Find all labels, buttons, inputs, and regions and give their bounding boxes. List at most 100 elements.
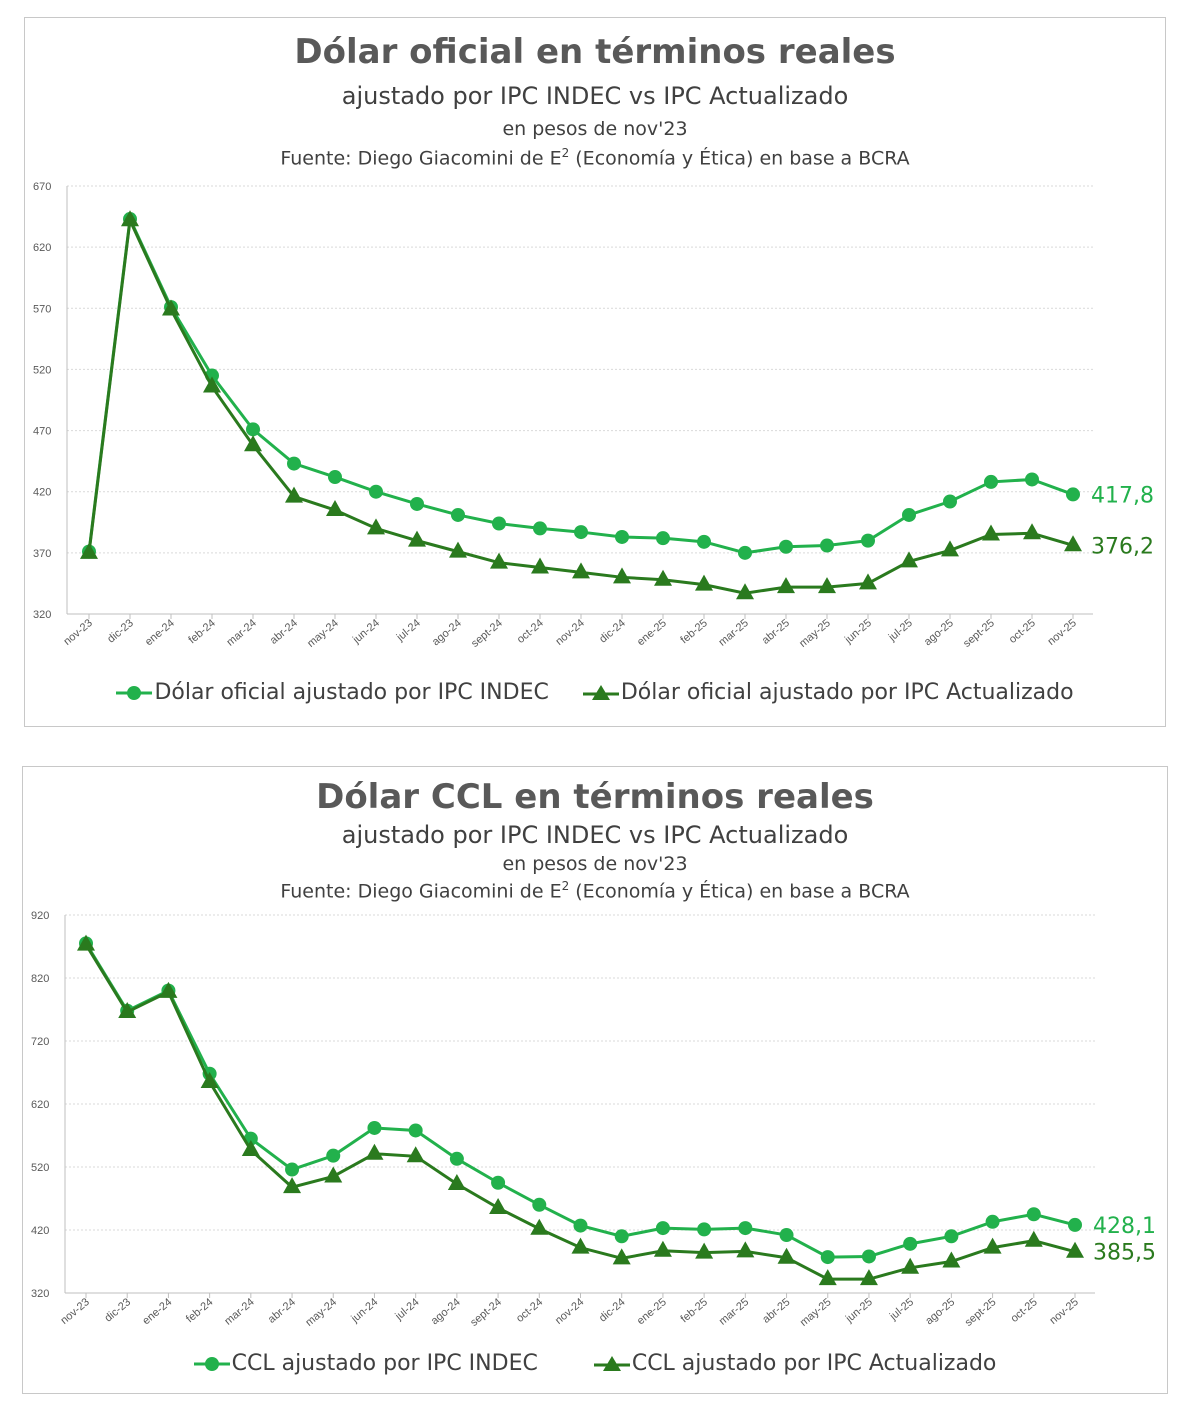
- data-point-circle: [532, 1197, 547, 1212]
- data-point-triangle: [736, 1241, 755, 1258]
- data-point-triangle: [983, 1237, 1002, 1254]
- end-value-label: 376,2: [1091, 534, 1154, 559]
- data-point-triangle: [572, 562, 590, 579]
- data-point-circle: [985, 1214, 1000, 1229]
- series-line-indec: [87, 213, 1074, 555]
- x-tick-label: feb-25: [678, 1296, 710, 1325]
- x-tick-label: dic-23: [102, 1296, 133, 1324]
- data-point-circle: [820, 1250, 835, 1265]
- data-point-circle: [367, 1120, 382, 1135]
- x-tick-label: jul-24: [393, 1296, 422, 1323]
- source-superscript: 2: [561, 879, 570, 893]
- chart-source: Fuente: Diego Giacomini de E2 (Economía …: [25, 146, 1165, 169]
- x-tick-label: feb-24: [184, 1296, 216, 1325]
- y-tick-label: 670: [33, 181, 51, 193]
- data-point-triangle: [777, 1247, 796, 1264]
- data-point-circle: [655, 1221, 670, 1236]
- data-point-triangle: [571, 1237, 590, 1254]
- data-point-triangle: [159, 981, 178, 998]
- x-tick-label: oct-24: [514, 1296, 545, 1325]
- chart-unit-line: en pesos de nov'23: [502, 118, 688, 140]
- data-point-triangle: [449, 541, 467, 558]
- x-tick-label: jun-25: [842, 617, 874, 646]
- legend-circle-marker-icon: [193, 1356, 230, 1371]
- chart-source: Fuente: Diego Giacomini de E2 (Economía …: [23, 879, 1167, 902]
- y-tick-label: 320: [33, 609, 51, 621]
- data-point-triangle: [285, 486, 303, 503]
- legend-item-actualizado: Dólar oficial ajustado por IPC Actualiza…: [582, 680, 1074, 705]
- data-point-triangle: [941, 540, 959, 557]
- x-tick-label: ago-24: [429, 1296, 463, 1327]
- data-point-circle: [861, 1249, 876, 1264]
- data-point-triangle: [200, 1071, 219, 1088]
- data-point-triangle: [203, 376, 221, 393]
- data-point-triangle: [241, 1139, 260, 1156]
- y-tick-label: 370: [33, 548, 51, 560]
- data-point-circle: [861, 533, 875, 548]
- data-point-circle: [943, 494, 957, 509]
- x-tick-label: nov-23: [58, 1296, 91, 1327]
- x-tick-label: oct-25: [1009, 1296, 1040, 1325]
- x-tick-label: may-24: [303, 1296, 339, 1329]
- data-point-circle: [944, 1229, 959, 1244]
- y-tick-label: 620: [33, 242, 51, 254]
- data-point-circle: [574, 525, 588, 540]
- x-tick-label: abr-24: [266, 1296, 298, 1326]
- data-point-triangle: [367, 518, 385, 535]
- x-tick-label: ene-24: [140, 1296, 174, 1327]
- data-point-triangle: [653, 1240, 672, 1257]
- x-tick-label: jun-24: [348, 1296, 380, 1325]
- data-point-triangle: [1023, 523, 1041, 540]
- data-point-triangle: [283, 1177, 302, 1194]
- data-point-triangle: [490, 552, 508, 569]
- y-tick-label: 420: [31, 1225, 49, 1237]
- data-point-circle: [697, 534, 711, 549]
- line-chart-ccl: 920 820 720 620 520 420 320 nov-23 dic-23 ene-24 f…: [31, 910, 1156, 1329]
- data-point-triangle: [447, 1174, 466, 1191]
- legend-label: CCL ajustado por IPC INDEC: [231, 1351, 538, 1376]
- data-point-triangle: [408, 530, 426, 547]
- data-point-circle: [451, 507, 465, 522]
- data-point-circle: [820, 538, 834, 553]
- x-tick-label: jun-24: [350, 617, 382, 646]
- legend-item-indec: Dólar oficial ajustado por IPC INDEC: [116, 680, 549, 705]
- data-point-triangle: [942, 1251, 961, 1268]
- x-tick-label: nov-24: [553, 617, 586, 648]
- y-tick-label: 820: [31, 973, 49, 985]
- x-tick-label: jul-25: [886, 617, 915, 644]
- x-tick-label: abr-24: [268, 617, 300, 647]
- chart-title: Dólar oficial en términos reales: [294, 32, 896, 72]
- legend-circle-marker-icon: [116, 685, 153, 700]
- data-point-triangle: [818, 577, 836, 594]
- x-tick-label: feb-24: [186, 617, 218, 646]
- data-point-circle: [408, 1123, 423, 1138]
- x-tick-label: nov-23: [61, 617, 94, 648]
- y-tick-label: 620: [31, 1099, 49, 1111]
- chart-title: Dólar CCL en términos reales: [316, 777, 874, 817]
- data-point-circle: [738, 545, 752, 560]
- x-tick-label: ago-25: [922, 617, 956, 648]
- y-tick-label: 570: [33, 303, 51, 315]
- data-point-triangle: [901, 1257, 920, 1274]
- data-point-triangle: [1064, 535, 1082, 552]
- data-point-circle: [779, 539, 793, 554]
- x-tick-label: dic-24: [597, 1296, 628, 1324]
- data-point-circle: [615, 529, 629, 544]
- data-point-circle: [533, 521, 547, 536]
- legend-triangle-marker-icon: [582, 684, 619, 700]
- data-point-circle: [328, 470, 342, 485]
- data-point-circle: [984, 474, 998, 489]
- chart-subtitle: ajustado por IPC INDEC vs IPC Actualizad…: [341, 82, 849, 110]
- x-tick-label: mar-24: [225, 617, 259, 649]
- data-point-triangle: [80, 542, 98, 559]
- x-tick-label: jun-25: [843, 1296, 875, 1325]
- end-value-label: 428,1: [1093, 1214, 1156, 1239]
- x-tick-label: mar-24: [222, 1296, 256, 1328]
- y-tick-label: 470: [33, 426, 51, 438]
- y-tick-label: 320: [31, 1288, 49, 1300]
- x-tick-label: oct-25: [1007, 617, 1038, 646]
- data-point-triangle: [859, 1269, 878, 1286]
- data-point-triangle: [654, 569, 672, 586]
- data-point-circle: [738, 1221, 753, 1236]
- x-tick-label: mar-25: [717, 617, 751, 649]
